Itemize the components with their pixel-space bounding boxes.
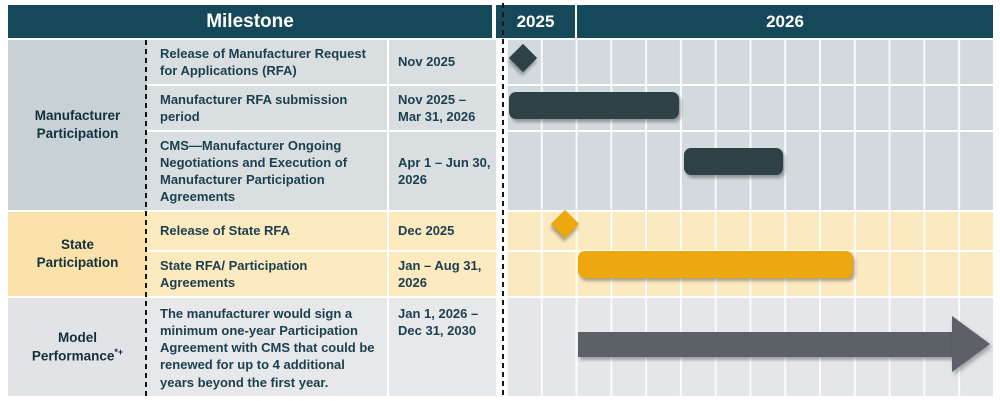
header-milestone: Milestone bbox=[8, 5, 492, 38]
timeline-arrow-body bbox=[578, 332, 953, 357]
category-cell-manufacturer-participation: Manufacturer Participation bbox=[8, 40, 147, 210]
gantt-bar-state-rfa-agreements bbox=[578, 251, 853, 278]
gantt-bar-manufacturer-rfa-submission bbox=[509, 92, 679, 119]
timeline-arrow-head-icon bbox=[952, 316, 990, 372]
milestone-cell: Release of State RFA bbox=[147, 212, 387, 250]
milestone-cell: Manufacturer RFA submission period bbox=[147, 86, 387, 130]
milestone-cell: Release of Manufacturer Request for Appl… bbox=[147, 40, 387, 84]
gantt-row-panel bbox=[506, 132, 993, 210]
category-cell-model-performance: Model Performance*+ bbox=[8, 298, 147, 396]
footnote-marks: *+ bbox=[114, 346, 124, 357]
header-year-2026: 2026 bbox=[577, 5, 993, 38]
category-cell-state-participation: State Participation bbox=[8, 212, 147, 296]
milestone-cell: The manufacturer would sign a minimum on… bbox=[147, 298, 387, 396]
gantt-row-panel bbox=[506, 212, 993, 250]
milestone-cell: CMS—Manufacturer Ongoing Negotiations an… bbox=[147, 132, 387, 210]
milestone-cell: State RFA/ Participation Agreements bbox=[147, 252, 387, 296]
gantt-bar-cms-negotiations bbox=[684, 148, 783, 175]
date-cell: Jan – Aug 31, 2026 bbox=[389, 252, 496, 296]
date-cell: Apr 1 – Jun 30, 2026 bbox=[389, 132, 496, 210]
column-divider-dashed-chart bbox=[502, 3, 504, 396]
date-cell: Dec 2025 bbox=[389, 212, 496, 250]
header-year-2025: 2025 bbox=[496, 5, 575, 38]
date-cell: Nov 2025 – Mar 31, 2026 bbox=[389, 86, 496, 130]
date-cell: Nov 2025 bbox=[389, 40, 496, 84]
category-model-performance-label: Model Performance*+ bbox=[31, 330, 124, 364]
gantt-row-panel bbox=[506, 40, 993, 84]
date-cell: Jan 1, 2026 – Dec 31, 2030 bbox=[389, 298, 496, 396]
column-divider-dashed-left bbox=[145, 40, 147, 396]
